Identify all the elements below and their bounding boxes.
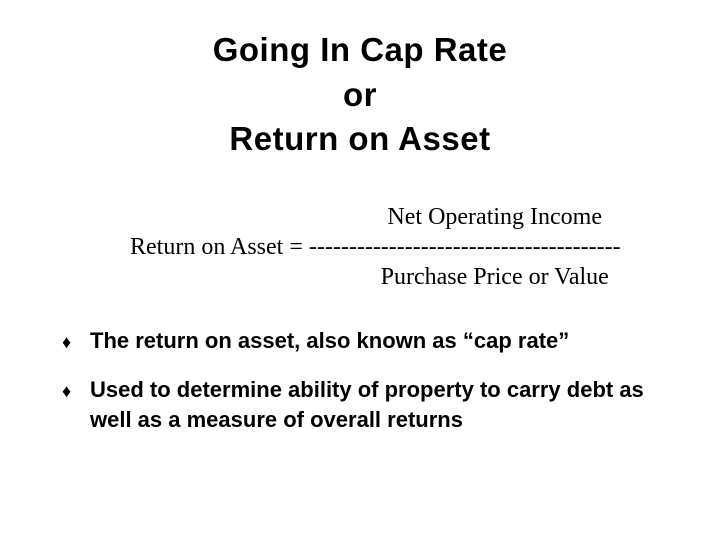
title-line-3: Return on Asset: [40, 117, 680, 162]
list-item: ♦ The return on asset, also known as “ca…: [62, 326, 680, 356]
list-item: ♦ Used to determine ability of property …: [62, 375, 680, 434]
formula-numerator: Net Operating Income: [309, 202, 621, 232]
formula-denominator: Purchase Price or Value: [309, 262, 621, 292]
bullet-list: ♦ The return on asset, also known as “ca…: [40, 326, 680, 435]
diamond-bullet-icon: ♦: [62, 330, 71, 354]
slide: Going In Cap Rate or Return on Asset Ret…: [0, 0, 720, 540]
bullet-text: The return on asset, also known as “cap …: [90, 328, 569, 353]
formula-row: Return on Asset = Net Operating Income -…: [130, 202, 680, 292]
slide-title: Going In Cap Rate or Return on Asset: [40, 28, 680, 162]
formula-lhs: Return on Asset =: [130, 202, 303, 262]
formula-divider: ---------------------------------------: [309, 232, 621, 262]
bullet-text: Used to determine ability of property to…: [90, 377, 644, 432]
formula: Return on Asset = Net Operating Income -…: [130, 202, 680, 292]
title-line-1: Going In Cap Rate: [40, 28, 680, 73]
formula-rhs: Net Operating Income -------------------…: [309, 202, 621, 292]
diamond-bullet-icon: ♦: [62, 379, 71, 403]
title-line-2: or: [40, 73, 680, 118]
